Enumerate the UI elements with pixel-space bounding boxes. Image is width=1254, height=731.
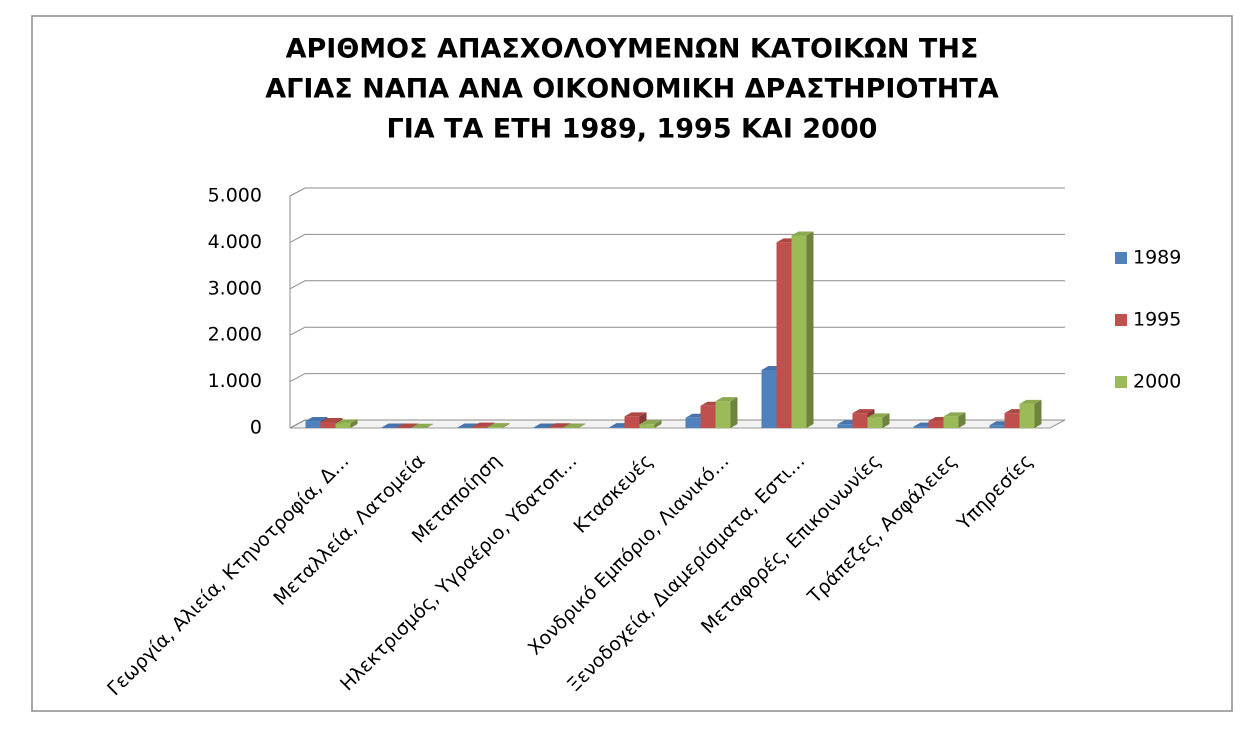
bar: [914, 427, 929, 428]
bar: [716, 401, 731, 428]
legend-swatch: [1115, 314, 1127, 326]
legend-label: 2000: [1133, 371, 1181, 393]
bar-side: [731, 397, 738, 428]
legend-label: 1989: [1133, 247, 1181, 269]
bar: [306, 421, 321, 428]
chart-title: ΑΡΙΘΜΟΣ ΑΠΑΣΧΟΛΟΥΜΕΝΩΝ ΚΑΤΟΙΚΩΝ ΤΗΣ: [286, 34, 979, 65]
bar-side: [1035, 400, 1042, 428]
y-tick-label: 1.000: [208, 370, 262, 392]
bar: [488, 427, 503, 428]
bar: [1020, 404, 1035, 428]
bar: [868, 417, 883, 428]
bar: [929, 421, 944, 428]
bar: [701, 406, 716, 428]
chart-title: ΑΓΙΑΣ ΝΑΠΑ ΑΝΑ ΟΙΚΟΝΟΜΙΚΗ ΔΡΑΣΤΗΡΙΟΤΗΤΑ: [265, 74, 999, 105]
bar: [944, 416, 959, 428]
bar: [321, 422, 336, 428]
bar: [625, 416, 640, 428]
bar: [1005, 413, 1020, 428]
bar: [549, 427, 564, 428]
y-tick-label: 2.000: [208, 324, 262, 346]
legend-label: 1995: [1133, 309, 1181, 331]
bar: [762, 370, 777, 428]
chart-title: ΓΙΑ ΤΑ ΕΤΗ 1989, 1995 ΚΑΙ 2000: [387, 114, 878, 145]
y-tick-label: 4.000: [208, 231, 262, 253]
bar: [640, 424, 655, 428]
bar: [792, 235, 807, 428]
bar: [838, 424, 853, 428]
bar: [777, 242, 792, 428]
y-tick-label: 3.000: [208, 277, 262, 299]
bar: [473, 427, 488, 428]
bar: [853, 413, 868, 428]
legend-swatch: [1115, 376, 1127, 388]
bar: [990, 425, 1005, 428]
bar-side: [807, 231, 814, 428]
bar: [336, 423, 351, 428]
legend-swatch: [1115, 252, 1127, 264]
bar: [610, 427, 625, 428]
y-tick-label: 5.000: [208, 185, 262, 207]
y-tick-label: 0: [250, 417, 262, 439]
bar: [686, 418, 701, 428]
